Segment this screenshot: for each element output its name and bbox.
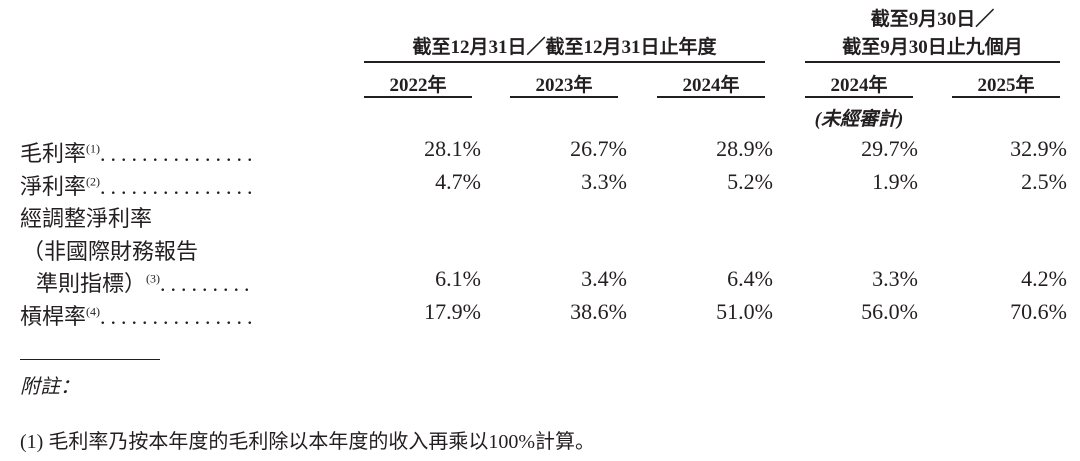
value-cell: 28.9% — [716, 136, 773, 161]
year-rule — [510, 96, 618, 98]
value-cell: 1.9% — [872, 169, 918, 194]
year-rule — [364, 96, 472, 98]
year-rule — [805, 96, 913, 98]
value-cell: 4.7% — [435, 169, 481, 194]
value-cell: 2.5% — [1021, 169, 1067, 194]
value-cell: 56.0% — [861, 299, 918, 324]
year-2022: 2022年 — [389, 75, 447, 96]
row-label-adjusted-net-margin-2: （非國際財務報告 — [22, 239, 199, 264]
value-cell: 3.4% — [581, 266, 627, 291]
value-cell: 26.7% — [570, 136, 627, 161]
year-2024-9m: 2024年 — [830, 75, 888, 96]
row-label-net-margin: 淨利率(2)............... — [20, 174, 258, 199]
row-label-gross-margin: 毛利率(1)............... — [20, 141, 258, 166]
group2-rule — [805, 61, 1060, 63]
group1-rule — [364, 61, 765, 63]
notes-heading: 附註： — [20, 376, 80, 398]
year-rule — [657, 96, 765, 98]
group2-header-line2: 截至9月30日止九個月 — [842, 37, 1023, 58]
year-rule — [952, 96, 1060, 98]
year-2023: 2023年 — [535, 75, 593, 96]
value-cell: 6.1% — [435, 266, 481, 291]
value-cell: 28.1% — [424, 136, 481, 161]
value-cell: 5.2% — [727, 169, 773, 194]
value-cell: 32.9% — [1010, 136, 1067, 161]
year-2025-9m: 2025年 — [977, 75, 1035, 96]
group1-header: 截至12月31日／截至12月31日止年度 — [412, 37, 717, 58]
value-cell: 38.6% — [570, 299, 627, 324]
row-label-adjusted-net-margin-3: 準則指標）(3)......... — [36, 271, 255, 296]
value-cell: 29.7% — [861, 136, 918, 161]
value-cell: 4.2% — [1021, 266, 1067, 291]
footnote-rule — [20, 359, 160, 360]
value-cell: 70.6% — [1010, 299, 1067, 324]
value-cell: 6.4% — [727, 266, 773, 291]
year-2024: 2024年 — [682, 75, 740, 96]
unaudited-label: (未經審計) — [814, 109, 904, 130]
row-label-adjusted-net-margin: 經調整淨利率 — [20, 206, 153, 231]
value-cell: 17.9% — [424, 299, 481, 324]
value-cell: 3.3% — [581, 169, 627, 194]
note-1: (1) 毛利率乃按本年度的毛利除以本年度的收入再乘以100%計算。 — [20, 431, 595, 453]
row-label-leverage-ratio: 槓桿率(4)............... — [20, 304, 258, 329]
group2-header-line1: 截至9月30日／ — [870, 9, 995, 30]
value-cell: 3.3% — [872, 266, 918, 291]
value-cell: 51.0% — [716, 299, 773, 324]
